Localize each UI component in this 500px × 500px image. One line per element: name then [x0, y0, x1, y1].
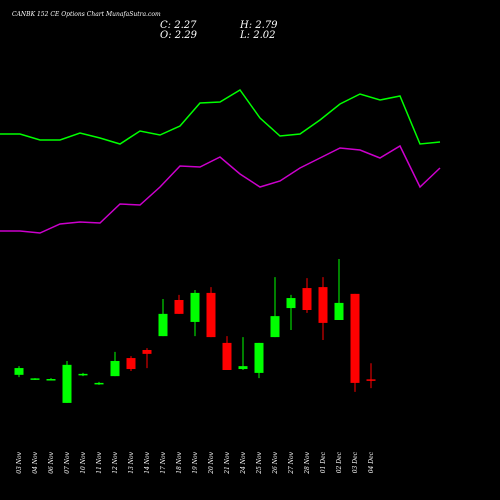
- x-tick-label: 14 Nov: [144, 451, 151, 473]
- x-tick-label: 13 Nov: [128, 451, 135, 473]
- candle-body: [158, 313, 168, 337]
- header-label: O:: [160, 30, 172, 41]
- x-tick-label: 25 Nov: [256, 451, 263, 474]
- candle-body: [30, 378, 40, 380]
- candle-body: [254, 342, 264, 373]
- candle-body: [94, 382, 104, 385]
- candle-body: [366, 379, 376, 381]
- candle-body: [142, 350, 152, 354]
- header-value: 2.27: [173, 20, 197, 31]
- x-tick-label: 01 Dec: [320, 451, 327, 473]
- x-tick-label: 24 Nov: [240, 451, 247, 474]
- x-tick-label: 12 Nov: [112, 451, 119, 473]
- header-high: H: 2.79: [239, 20, 278, 31]
- x-tick-label: 17 Nov: [160, 451, 167, 473]
- candle-body: [270, 316, 280, 338]
- candle-body: [206, 292, 216, 338]
- x-tick-label: 18 Nov: [176, 451, 183, 473]
- header-value: 2.29: [174, 30, 198, 41]
- candle-body: [334, 302, 344, 320]
- candle-body: [78, 373, 88, 376]
- x-tick-label: 06 Nov: [48, 451, 55, 473]
- x-tick-label: 03 Nov: [16, 451, 23, 473]
- header-value: 2.02: [252, 30, 275, 41]
- candle-body: [190, 292, 200, 322]
- x-tick-label: 21 Nov: [224, 451, 231, 474]
- header-close: C: 2.27: [160, 20, 197, 31]
- x-tick-label: 04 Nov: [32, 451, 39, 473]
- candle-body: [302, 288, 312, 310]
- candle-body: [126, 358, 136, 370]
- x-tick-label: 26 Nov: [272, 451, 279, 474]
- candle-body: [318, 287, 328, 323]
- header-label: H:: [239, 20, 252, 31]
- x-tick-label: 04 Dec: [368, 451, 375, 473]
- candle-body: [286, 298, 296, 309]
- line: [0, 89, 441, 145]
- x-tick-label: 11 Nov: [96, 451, 103, 473]
- candle-body: [110, 360, 120, 377]
- x-tick-label: 28 Nov: [304, 451, 311, 474]
- x-tick-label: 19 Nov: [192, 451, 199, 473]
- header-open: O: 2.29: [160, 30, 198, 41]
- candle-body: [222, 342, 232, 370]
- candle-body: [238, 366, 248, 370]
- candle-body: [62, 364, 72, 403]
- x-tick-label: 20 Nov: [208, 451, 215, 474]
- header-value: 2.79: [254, 20, 278, 31]
- header-label: L:: [239, 30, 250, 41]
- header-label: C:: [160, 20, 171, 31]
- candle-body: [14, 368, 24, 375]
- x-tick-label: 02 Dec: [336, 451, 343, 473]
- line: [0, 144, 441, 234]
- x-tick-label: 07 Nov: [64, 451, 71, 473]
- chart-title: CANBK 152 CE Options Chart MunafaSutra.c…: [12, 11, 161, 18]
- x-tick-label: 10 Nov: [80, 451, 87, 473]
- candle-body: [174, 300, 184, 314]
- x-tick-label: 27 Nov: [288, 451, 295, 474]
- header-low: L: 2.02: [239, 30, 275, 41]
- candle-body: [350, 293, 360, 383]
- candle-body: [46, 379, 56, 381]
- x-tick-label: 03 Dec: [352, 451, 359, 473]
